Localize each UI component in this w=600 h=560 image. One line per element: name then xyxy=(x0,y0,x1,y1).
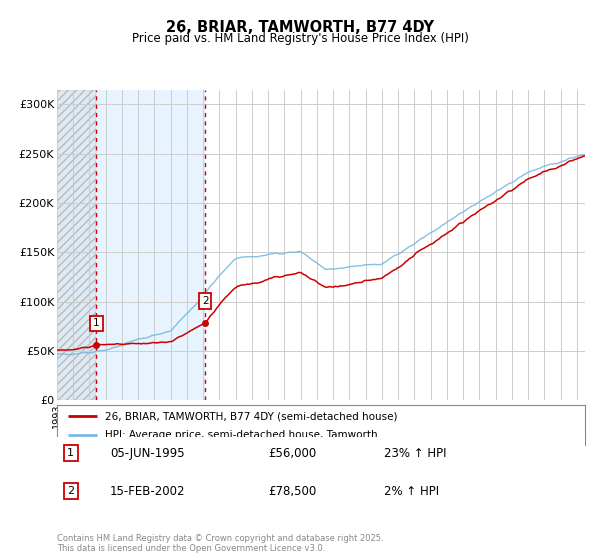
Text: £56,000: £56,000 xyxy=(268,446,316,460)
Text: 1: 1 xyxy=(67,448,74,458)
Text: Contains HM Land Registry data © Crown copyright and database right 2025.
This d: Contains HM Land Registry data © Crown c… xyxy=(57,534,383,553)
Text: 1: 1 xyxy=(93,319,100,328)
Text: HPI: Average price, semi-detached house, Tamworth: HPI: Average price, semi-detached house,… xyxy=(104,430,377,440)
Text: 26, BRIAR, TAMWORTH, B77 4DY (semi-detached house): 26, BRIAR, TAMWORTH, B77 4DY (semi-detac… xyxy=(104,411,397,421)
Text: 26, BRIAR, TAMWORTH, B77 4DY: 26, BRIAR, TAMWORTH, B77 4DY xyxy=(166,20,434,35)
Text: 05-JUN-1995: 05-JUN-1995 xyxy=(110,446,184,460)
Text: 2: 2 xyxy=(67,486,74,496)
Text: 2: 2 xyxy=(202,296,208,306)
Text: 15-FEB-2002: 15-FEB-2002 xyxy=(110,484,185,498)
Text: 23% ↑ HPI: 23% ↑ HPI xyxy=(385,446,447,460)
Bar xyxy=(57,90,97,400)
Text: 2% ↑ HPI: 2% ↑ HPI xyxy=(385,484,439,498)
Text: Price paid vs. HM Land Registry's House Price Index (HPI): Price paid vs. HM Land Registry's House … xyxy=(131,32,469,45)
Bar xyxy=(97,90,205,400)
Text: £78,500: £78,500 xyxy=(268,484,316,498)
